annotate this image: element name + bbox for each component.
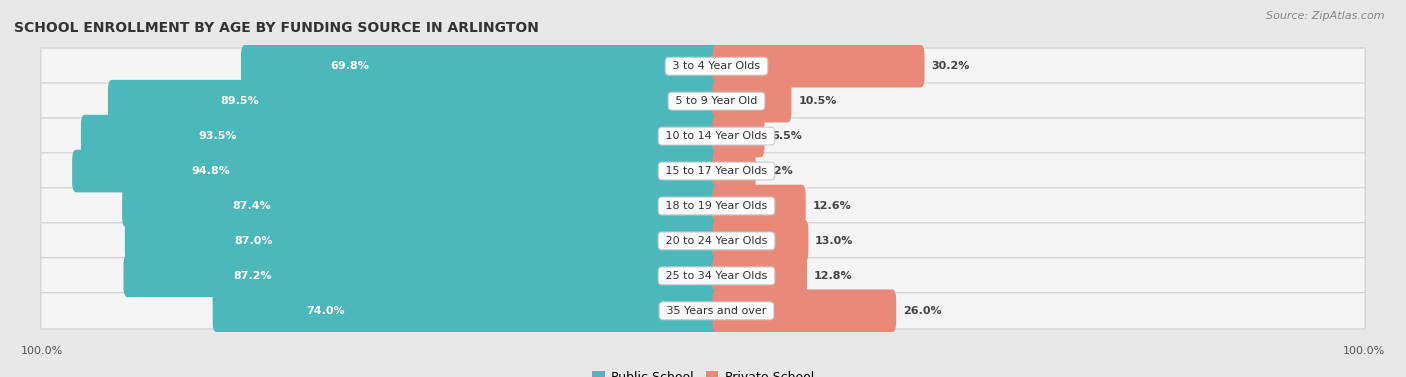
Text: 87.2%: 87.2% — [233, 271, 273, 281]
Text: 87.4%: 87.4% — [232, 201, 271, 211]
Text: 89.5%: 89.5% — [221, 96, 260, 106]
FancyBboxPatch shape — [713, 254, 807, 297]
FancyBboxPatch shape — [41, 223, 1365, 259]
FancyBboxPatch shape — [108, 80, 720, 123]
FancyBboxPatch shape — [72, 150, 720, 192]
FancyBboxPatch shape — [125, 219, 720, 262]
Text: 12.8%: 12.8% — [814, 271, 852, 281]
Text: 74.0%: 74.0% — [307, 306, 346, 316]
Text: 6.5%: 6.5% — [772, 131, 801, 141]
Text: 69.8%: 69.8% — [330, 61, 368, 71]
FancyBboxPatch shape — [41, 258, 1365, 294]
FancyBboxPatch shape — [713, 80, 792, 123]
FancyBboxPatch shape — [240, 45, 720, 87]
Text: 87.0%: 87.0% — [235, 236, 273, 246]
FancyBboxPatch shape — [713, 45, 925, 87]
FancyBboxPatch shape — [41, 188, 1365, 224]
FancyBboxPatch shape — [713, 115, 765, 158]
Text: 100.0%: 100.0% — [21, 346, 63, 356]
Text: 10 to 14 Year Olds: 10 to 14 Year Olds — [662, 131, 770, 141]
FancyBboxPatch shape — [713, 290, 896, 332]
Text: 5.2%: 5.2% — [762, 166, 793, 176]
FancyBboxPatch shape — [41, 153, 1365, 189]
Text: 93.5%: 93.5% — [198, 131, 238, 141]
Text: 15 to 17 Year Olds: 15 to 17 Year Olds — [662, 166, 770, 176]
Text: 13.0%: 13.0% — [815, 236, 853, 246]
FancyBboxPatch shape — [713, 150, 755, 192]
Text: 100.0%: 100.0% — [1343, 346, 1385, 356]
Text: 18 to 19 Year Olds: 18 to 19 Year Olds — [662, 201, 770, 211]
FancyBboxPatch shape — [713, 185, 806, 227]
FancyBboxPatch shape — [41, 48, 1365, 84]
Text: 5 to 9 Year Old: 5 to 9 Year Old — [672, 96, 761, 106]
Text: 10.5%: 10.5% — [799, 96, 837, 106]
FancyBboxPatch shape — [122, 185, 720, 227]
FancyBboxPatch shape — [713, 219, 808, 262]
Text: 30.2%: 30.2% — [931, 61, 970, 71]
Text: 3 to 4 Year Olds: 3 to 4 Year Olds — [669, 61, 763, 71]
FancyBboxPatch shape — [41, 83, 1365, 119]
Text: 35 Years and over: 35 Years and over — [664, 306, 770, 316]
FancyBboxPatch shape — [212, 290, 720, 332]
Text: Source: ZipAtlas.com: Source: ZipAtlas.com — [1267, 11, 1385, 21]
Text: 26.0%: 26.0% — [903, 306, 942, 316]
FancyBboxPatch shape — [41, 118, 1365, 154]
FancyBboxPatch shape — [124, 254, 720, 297]
Text: 25 to 34 Year Olds: 25 to 34 Year Olds — [662, 271, 770, 281]
FancyBboxPatch shape — [82, 115, 720, 158]
Text: SCHOOL ENROLLMENT BY AGE BY FUNDING SOURCE IN ARLINGTON: SCHOOL ENROLLMENT BY AGE BY FUNDING SOUR… — [14, 21, 538, 35]
FancyBboxPatch shape — [41, 293, 1365, 329]
Legend: Public School, Private School: Public School, Private School — [588, 366, 818, 377]
Text: 94.8%: 94.8% — [191, 166, 231, 176]
Text: 12.6%: 12.6% — [813, 201, 851, 211]
Text: 20 to 24 Year Olds: 20 to 24 Year Olds — [662, 236, 770, 246]
